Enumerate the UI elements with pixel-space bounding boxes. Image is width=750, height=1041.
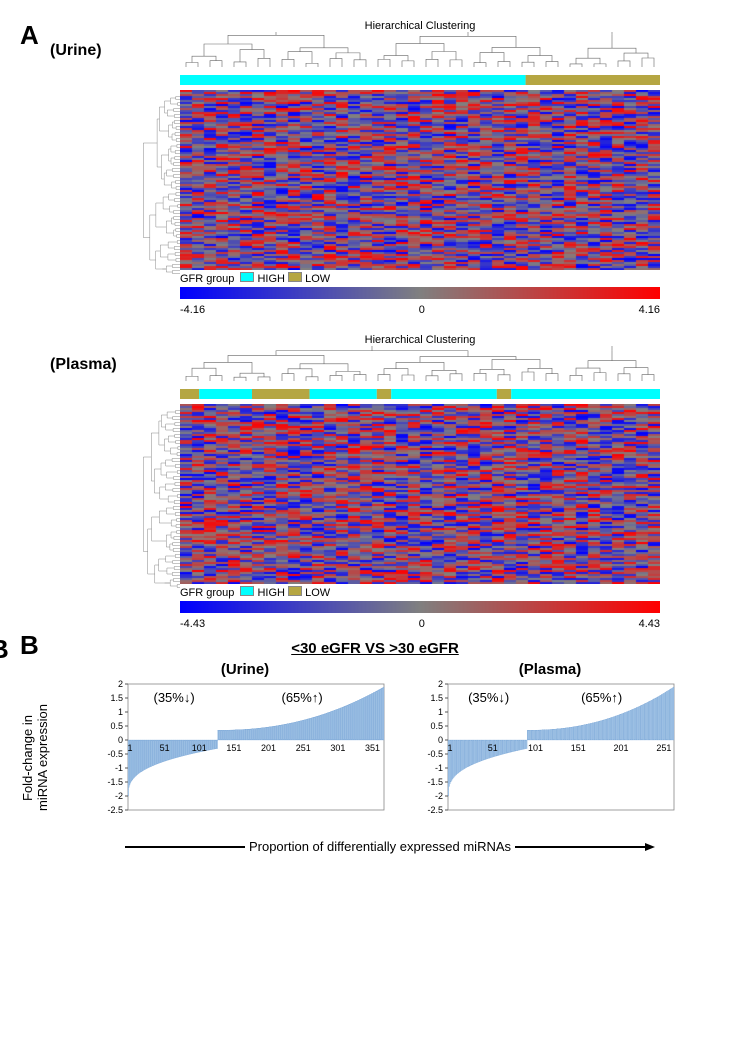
legend-swatch bbox=[288, 586, 302, 596]
legend-label: GFR group bbox=[180, 273, 234, 285]
svg-text:(35%↓): (35%↓) bbox=[153, 690, 194, 705]
svg-text:201: 201 bbox=[261, 743, 276, 753]
x-axis-row: Proportion of differentially expressed m… bbox=[50, 839, 730, 854]
urine-heatmap bbox=[180, 90, 660, 270]
legend-swatch bbox=[240, 272, 254, 282]
plasma-chart-label: (Plasma) bbox=[420, 661, 680, 678]
x-axis-label: Proportion of differentially expressed m… bbox=[249, 839, 511, 854]
panel-b-label-inner: B bbox=[0, 634, 9, 665]
plasma-bar-chart: -2.5-2-1.5-1-0.500.511.52151101151201251… bbox=[420, 678, 680, 828]
svg-text:-1.5: -1.5 bbox=[427, 777, 443, 787]
x-axis-arrow-right bbox=[515, 842, 655, 852]
svg-text:151: 151 bbox=[226, 743, 241, 753]
plasma-group-bar bbox=[180, 389, 660, 399]
svg-text:2: 2 bbox=[118, 679, 123, 689]
urine-row-dendrogram bbox=[50, 95, 180, 275]
legend-item-label: HIGH bbox=[254, 587, 288, 599]
plasma-section: Hierarchical Clustering (Plasma) GFR gro… bbox=[50, 334, 730, 630]
svg-text:1.5: 1.5 bbox=[430, 693, 443, 703]
svg-text:351: 351 bbox=[365, 743, 380, 753]
svg-text:-2: -2 bbox=[435, 791, 443, 801]
svg-text:-2.5: -2.5 bbox=[427, 805, 443, 815]
urine-col-dendrogram bbox=[180, 32, 660, 67]
svg-text:-0.5: -0.5 bbox=[427, 749, 443, 759]
scale-min: -4.16 bbox=[180, 304, 205, 316]
plasma-label: (Plasma) bbox=[50, 356, 180, 374]
svg-text:251: 251 bbox=[656, 743, 671, 753]
y-axis-label: Fold-change in miRNA expression bbox=[20, 683, 50, 833]
svg-text:0.5: 0.5 bbox=[110, 721, 123, 731]
svg-text:-0.5: -0.5 bbox=[107, 749, 123, 759]
panel-b: B <30 eGFR VS >30 eGFR Fold-change in mi… bbox=[20, 640, 730, 854]
svg-text:301: 301 bbox=[330, 743, 345, 753]
svg-text:0: 0 bbox=[438, 735, 443, 745]
svg-text:51: 51 bbox=[160, 743, 170, 753]
scale-min: -4.43 bbox=[180, 618, 205, 630]
legend-swatch bbox=[240, 586, 254, 596]
x-axis-line-left bbox=[125, 842, 245, 852]
urine-dendro-title: Hierarchical Clustering bbox=[180, 20, 660, 32]
plasma-col-dendrogram bbox=[180, 346, 660, 381]
urine-label: (Urine) bbox=[50, 42, 180, 60]
svg-text:2: 2 bbox=[438, 679, 443, 689]
urine-chart-label: (Urine) bbox=[100, 661, 390, 678]
legend-item-label: HIGH bbox=[254, 273, 288, 285]
svg-text:-1.5: -1.5 bbox=[107, 777, 123, 787]
plasma-dendro-title: Hierarchical Clustering bbox=[180, 334, 660, 346]
urine-legend: GFR group HIGH LOW bbox=[180, 272, 730, 285]
svg-text:-2.5: -2.5 bbox=[107, 805, 123, 815]
svg-text:-1: -1 bbox=[435, 763, 443, 773]
svg-text:1.5: 1.5 bbox=[110, 693, 123, 703]
svg-text:(35%↓): (35%↓) bbox=[468, 690, 509, 705]
svg-text:251: 251 bbox=[296, 743, 311, 753]
legend-item-label: LOW bbox=[302, 273, 330, 285]
plasma-color-scale bbox=[180, 601, 660, 613]
urine-group-bar bbox=[180, 75, 660, 85]
legend-item-label: LOW bbox=[302, 587, 330, 599]
urine-color-scale bbox=[180, 287, 660, 299]
svg-text:1: 1 bbox=[127, 743, 132, 753]
svg-text:-1: -1 bbox=[115, 763, 123, 773]
plasma-heatmap bbox=[180, 404, 660, 584]
svg-text:101: 101 bbox=[192, 743, 207, 753]
panel-b-title: <30 eGFR VS >30 eGFR bbox=[20, 640, 730, 657]
svg-text:0.5: 0.5 bbox=[430, 721, 443, 731]
plasma-scale-labels: -4.43 0 4.43 bbox=[180, 618, 660, 630]
svg-text:151: 151 bbox=[571, 743, 586, 753]
scale-mid: 0 bbox=[419, 304, 425, 316]
figure: A Hierarchical Clustering (Urine) GFR gr… bbox=[20, 20, 730, 854]
svg-text:0: 0 bbox=[118, 735, 123, 745]
plasma-legend: GFR group HIGH LOW bbox=[180, 586, 730, 599]
svg-text:51: 51 bbox=[488, 743, 498, 753]
legend-label: GFR group bbox=[180, 587, 234, 599]
svg-text:201: 201 bbox=[614, 743, 629, 753]
plasma-row-dendrogram bbox=[50, 409, 180, 589]
svg-text:1: 1 bbox=[447, 743, 452, 753]
svg-text:-2: -2 bbox=[115, 791, 123, 801]
legend-swatch bbox=[288, 272, 302, 282]
urine-bar-chart: -2.5-2-1.5-1-0.500.511.52151101151201251… bbox=[100, 678, 390, 828]
svg-text:(65%↑): (65%↑) bbox=[281, 690, 322, 705]
svg-text:(65%↑): (65%↑) bbox=[581, 690, 622, 705]
svg-text:1: 1 bbox=[118, 707, 123, 717]
scale-mid: 0 bbox=[419, 618, 425, 630]
urine-section: Hierarchical Clustering (Urine) GFR grou… bbox=[50, 20, 730, 316]
urine-scale-labels: -4.16 0 4.16 bbox=[180, 304, 660, 316]
svg-text:1: 1 bbox=[438, 707, 443, 717]
scale-max: 4.16 bbox=[639, 304, 660, 316]
panel-a-label: A bbox=[20, 20, 39, 51]
svg-text:101: 101 bbox=[528, 743, 543, 753]
scale-max: 4.43 bbox=[639, 618, 660, 630]
